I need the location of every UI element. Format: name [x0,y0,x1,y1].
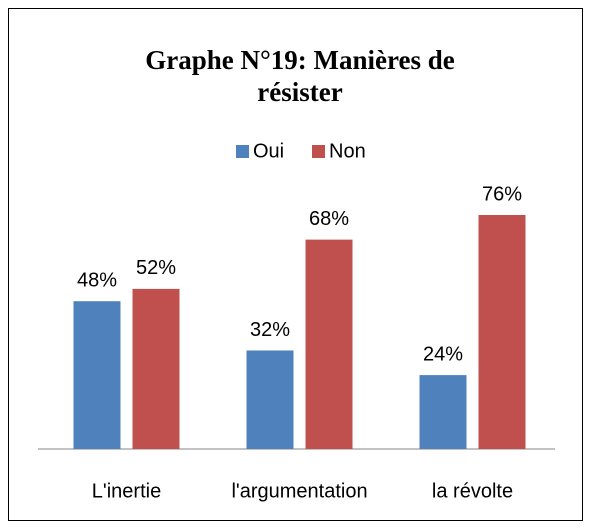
x-tick-label: la révolte [432,480,513,502]
legend-label: Oui [253,140,284,162]
data-label: 76% [482,183,522,205]
legend-swatch [312,145,325,158]
bar [246,350,294,449]
x-tick-label: L'inertie [92,480,161,502]
data-label: 52% [136,257,176,279]
bar [419,375,467,449]
legend-label: Non [329,140,366,162]
data-label: 24% [423,343,463,365]
data-label: 48% [77,269,117,291]
chart-title: Graphe N°19: Manières de résister [145,45,455,107]
bar [73,301,121,449]
data-label: 32% [250,319,290,341]
x-tick-label: l'argumentation [231,480,367,502]
legend-swatch [236,145,249,158]
bar [305,239,353,449]
bar [132,288,180,449]
data-label: 68% [309,208,349,230]
chart-border [8,8,583,521]
bar [478,215,526,449]
